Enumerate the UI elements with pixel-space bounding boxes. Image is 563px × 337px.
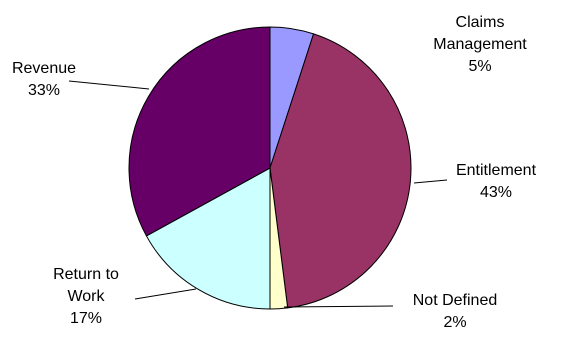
slice-label: Entitlement 43%: [456, 162, 537, 201]
slice-label: Revenue 33%: [12, 60, 76, 99]
slice-name: Not Defined: [413, 292, 498, 309]
slice-label: Claims Management 5%: [433, 14, 527, 75]
leader-line: [135, 289, 196, 299]
slice-name: Return to: [53, 266, 119, 283]
slice-label: Return to Work 17%: [53, 266, 119, 327]
slice-name: Revenue: [12, 60, 76, 77]
slice-name: Entitlement: [456, 162, 537, 179]
slice-name: Management: [433, 36, 527, 53]
slice-name: Work: [67, 288, 105, 305]
slice-percent: 33%: [28, 82, 60, 99]
slice-percent: 17%: [70, 310, 102, 327]
slice-label: Not Defined 2%: [413, 292, 498, 331]
slice-percent: 43%: [480, 184, 512, 201]
slice-percent: 5%: [468, 58, 491, 75]
slice-name: Claims: [456, 14, 505, 31]
slice-percent: 2%: [443, 314, 466, 331]
leader-line: [69, 81, 149, 89]
leader-line: [414, 180, 447, 183]
pie-slices: [129, 27, 411, 309]
